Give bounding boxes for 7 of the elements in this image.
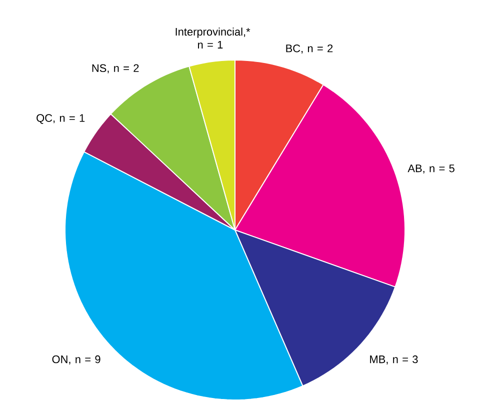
slice-label: NS, n = 2 (92, 64, 139, 74)
slice-label: ON, n = 9 (52, 355, 100, 364)
slice-label: BC, n = 2 (286, 44, 333, 54)
slice-label: Interprovincial,* n = 1 (176, 28, 250, 48)
slice-label: MB, n = 3 (370, 355, 418, 364)
slice-label: AB, n = 5 (408, 164, 454, 174)
slice-label: QC, n = 1 (36, 114, 85, 124)
